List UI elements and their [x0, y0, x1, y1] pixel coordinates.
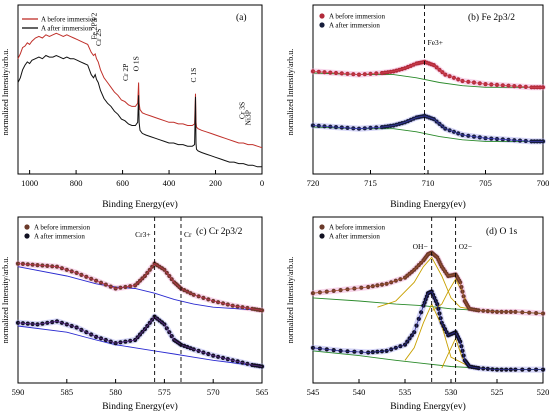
panel-a-legend: A before immersion A after immersion — [22, 16, 97, 33]
series-before-line — [17, 32, 263, 149]
panel-a-label: (a) — [236, 12, 247, 23]
panel-c-cr2p: normalized Intensity/arb.u. (c) Cr 2p3/2… — [1, 216, 269, 411]
legend-label-before: A before immersion — [41, 16, 97, 24]
reference-line-label: OH− — [413, 242, 428, 251]
x-tick-label: 800 — [70, 178, 83, 188]
x-tick-label: 520 — [537, 387, 550, 397]
panel-a-x-ticks: 1000 800 600 400 200 0 — [21, 170, 264, 188]
panel-c-frame — [17, 216, 263, 384]
panel-d-frame — [312, 216, 544, 384]
x-tick-label: 580 — [109, 387, 122, 397]
panel-d-legend: A before immersion A after immersion — [319, 224, 385, 241]
reference-line-label: Fe3+ — [428, 38, 443, 47]
legend-label-before: A before immersion — [34, 224, 90, 232]
legend-label-after: A after immersion — [34, 233, 85, 241]
panel-c-x-ticks: 590 585 580 575 570 565 — [12, 379, 269, 397]
series-before-line — [17, 263, 263, 311]
panel-b-legend: A before immersion A after immersion — [319, 13, 385, 30]
panel-c-ylabel: normalized Intensity/arb.u. — [1, 257, 10, 343]
x-tick-label: 1000 — [21, 178, 38, 188]
legend-marker-before — [24, 224, 30, 230]
panel-c-label: (c) Cr 2p3/2 — [196, 226, 243, 237]
reference-line-label: O2− — [459, 242, 472, 251]
series-before-halo — [15, 260, 265, 314]
x-tick-label: 545 — [307, 387, 320, 397]
legend-label-after: A after immersion — [329, 22, 380, 30]
series-after-halo — [310, 288, 546, 373]
x-tick-label: 400 — [163, 178, 176, 188]
legend-marker-after — [319, 233, 325, 239]
legend-label-before: A before immersion — [329, 224, 385, 232]
legend-marker-after — [319, 22, 325, 28]
peak-component-line — [377, 256, 479, 311]
series-after-line — [312, 115, 543, 142]
series-before-line — [312, 252, 544, 314]
x-tick-label: 525 — [491, 387, 504, 397]
series-after-halo — [15, 313, 265, 370]
x-tick-label: 590 — [12, 387, 25, 397]
panel-c-xlabel: Binding Energy(ev) — [102, 401, 178, 411]
x-tick-label: 0 — [260, 178, 264, 188]
series-after-line — [312, 291, 543, 370]
x-tick-label: 700 — [537, 178, 550, 188]
peak-annotation: C 1S — [189, 68, 198, 83]
legend-label-after: A after immersion — [329, 233, 380, 241]
legend-label-after: A after immersion — [41, 25, 92, 33]
x-tick-label: 705 — [479, 178, 492, 188]
panel-d-o1s: normalized Intensity/arb.u. (d) O 1s A b… — [286, 216, 550, 411]
panel-b-plot-area: Fe3+ — [310, 5, 546, 174]
panel-b-fe2p: normalized Intensity/arb.u. (b) Fe 2p3/2… — [286, 4, 550, 210]
x-tick-label: 720 — [307, 178, 320, 188]
x-tick-label: 710 — [422, 178, 435, 188]
background-fit-line — [17, 325, 263, 367]
x-tick-label: 530 — [445, 387, 458, 397]
series-after-line — [17, 54, 262, 168]
panel-a-xlabel: Binding Energy(ev) — [102, 199, 178, 210]
x-tick-label: 200 — [209, 178, 222, 188]
reference-line-label: Cr — [184, 230, 192, 239]
x-tick-label: 585 — [60, 387, 73, 397]
panel-a-ylabel: normalized Intensity/arb.u. — [1, 49, 10, 135]
panel-b-ylabel: normalized Intensity/arb.u. — [286, 49, 295, 135]
legend-label-before: A before immersion — [329, 13, 385, 21]
reference-line-label: Cr3+ — [135, 230, 150, 239]
x-tick-label: 600 — [116, 178, 129, 188]
panel-d-plot-area: OH− O2− — [310, 217, 546, 383]
x-tick-label: 715 — [364, 178, 377, 188]
background-fit-line — [17, 266, 263, 311]
legend-marker-before — [319, 224, 325, 230]
panel-b-x-ticks: 720 715 710 705 700 — [307, 170, 550, 188]
peak-annotation: Cr 2S — [94, 29, 103, 46]
panel-b-xlabel: Binding Energy(ev) — [390, 199, 466, 210]
peak-annotation: Cr 3S — [238, 102, 247, 119]
panel-d-xlabel: Binding Energy(ev) — [390, 401, 466, 411]
x-tick-label: 575 — [158, 387, 171, 397]
panel-d-ylabel: normalized Intensity/arb.u. — [286, 257, 295, 343]
peak-annotation: Cr 2P — [121, 64, 130, 81]
panel-c-plot-area: Cr3+ Cr — [15, 217, 265, 383]
x-tick-label: 540 — [353, 387, 366, 397]
peak-annotation: Fe 2P3/2 — [90, 12, 99, 39]
panel-d-label: (d) O 1s — [486, 226, 517, 237]
peak-annotation: Ni3P — [243, 110, 252, 125]
panel-b-frame — [312, 4, 544, 175]
peak-annotation: O 1S — [132, 56, 141, 71]
x-tick-label: 535 — [399, 387, 412, 397]
panel-b-label: (b) Fe 2p3/2 — [468, 12, 515, 23]
legend-marker-before — [319, 13, 325, 19]
panel-c-legend: A before immersion A after immersion — [24, 224, 90, 241]
panel-d-x-ticks: 545 540 535 530 525 520 — [307, 379, 550, 397]
x-tick-label: 565 — [256, 387, 269, 397]
legend-marker-after — [24, 233, 30, 239]
panel-a-survey: normalized Intensity/arb.u. (a) A before… — [1, 4, 264, 210]
x-tick-label: 570 — [207, 387, 220, 397]
panel-a-frame — [17, 4, 263, 175]
